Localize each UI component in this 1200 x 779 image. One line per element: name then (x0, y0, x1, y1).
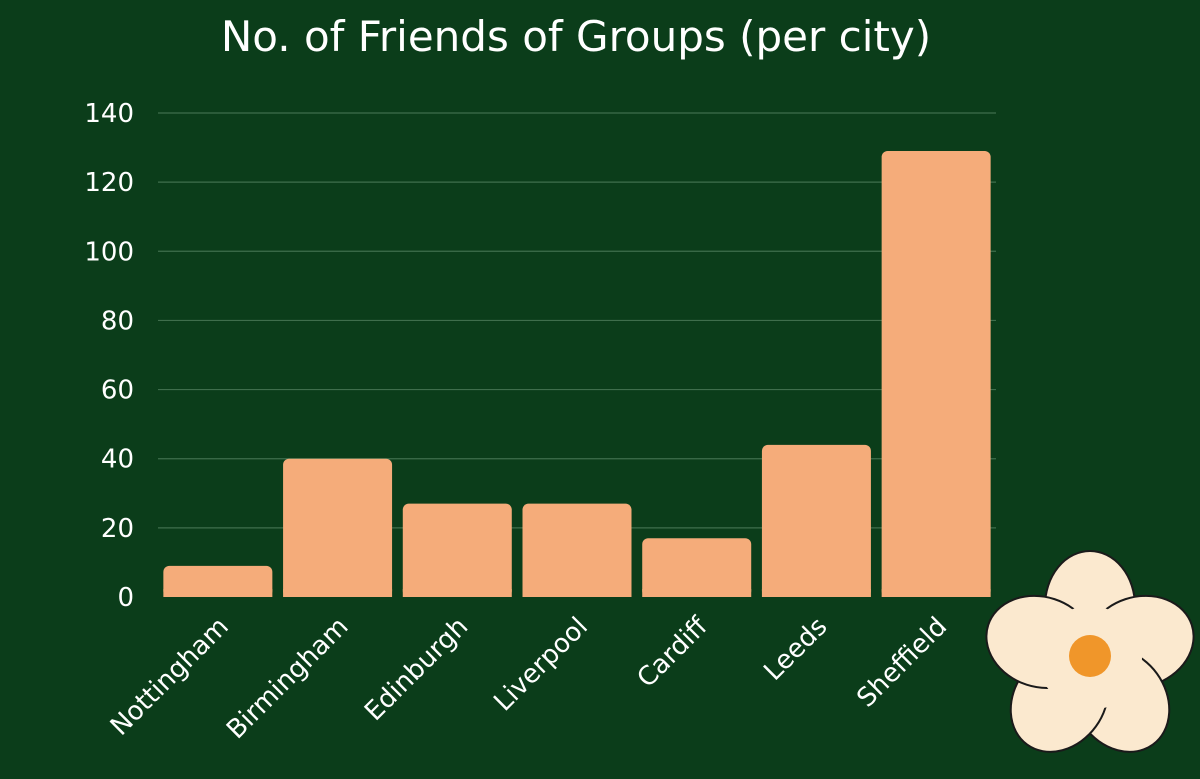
bar-base (283, 589, 393, 597)
bar-base (642, 589, 752, 597)
y-tick-label: 100 (84, 237, 134, 267)
y-tick-label: 20 (101, 514, 134, 544)
bar-base (881, 589, 991, 597)
bar-liverpool (522, 503, 632, 597)
x-category-label: Edinburgh (359, 612, 474, 727)
bar-cardiff (642, 538, 752, 597)
bars (163, 151, 991, 597)
y-tick-label: 0 (117, 583, 134, 613)
bar-base (761, 589, 871, 597)
y-tick-label: 120 (84, 168, 134, 198)
y-tick-label: 60 (101, 376, 134, 406)
y-tick-label: 140 (84, 99, 134, 129)
x-category-label: Cardiff (632, 611, 715, 694)
bar-leeds (761, 444, 871, 597)
bar-base (522, 589, 632, 597)
x-category-label: Liverpool (488, 612, 594, 718)
x-category-label: Birmingham (221, 612, 354, 745)
x-category-label: Sheffield (851, 612, 953, 714)
chart-title: No. of Friends of Groups (per city) (220, 12, 932, 61)
bar-birmingham (283, 458, 393, 597)
bar-base (402, 589, 512, 597)
x-category-label: Nottingham (105, 612, 235, 742)
bar-sheffield (881, 151, 991, 597)
bar-edinburgh (402, 503, 512, 597)
y-tick-label: 40 (101, 445, 134, 475)
y-tick-label: 80 (101, 306, 134, 336)
flower-center (1069, 635, 1111, 677)
y-axis-tick-labels: 0 20 40 60 80 100 120 140 (84, 99, 134, 613)
x-category-label: Leeds (758, 612, 833, 687)
bar-base (163, 589, 273, 597)
daisy-flower-icon (985, 550, 1195, 753)
